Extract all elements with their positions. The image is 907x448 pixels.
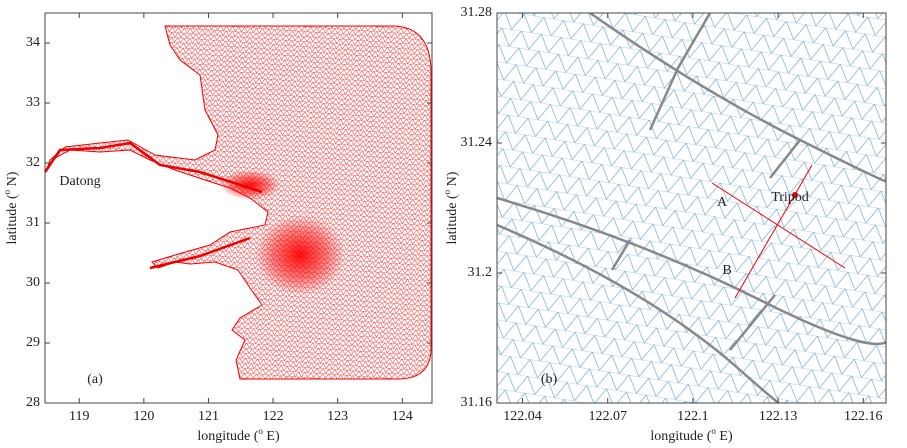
plot-frame bbox=[44, 12, 433, 404]
x-tick-label: 122.07 bbox=[588, 409, 627, 424]
annotation: A bbox=[717, 195, 728, 210]
x-tick-label: 124 bbox=[392, 409, 413, 424]
y-tick-label: 29 bbox=[26, 335, 40, 350]
y-tick-label: 31.28 bbox=[461, 5, 493, 20]
x-tick-label: 122.04 bbox=[503, 409, 542, 424]
x-tick-label: 120 bbox=[133, 409, 154, 424]
x-tick-label: 122.13 bbox=[759, 409, 798, 424]
axis-label-part: N) bbox=[5, 171, 20, 190]
axis-label-sup: o bbox=[711, 426, 716, 436]
axis-label-part: longitude ( bbox=[650, 429, 711, 444]
y-tick-label: 33 bbox=[26, 95, 40, 110]
plot-frame bbox=[496, 12, 887, 404]
axis-label-part: latitude ( bbox=[5, 194, 20, 244]
axis-label-part: E) bbox=[716, 429, 733, 444]
axis-label-part: longitude ( bbox=[197, 429, 258, 444]
y-tick-label: 34 bbox=[26, 35, 40, 50]
y-tick-label: 31 bbox=[26, 215, 40, 230]
mesh-a bbox=[43, 25, 432, 380]
x-tick-label: 123 bbox=[327, 409, 348, 424]
y-tick-label: 31.16 bbox=[461, 395, 493, 410]
axis-label-sup: o bbox=[2, 189, 12, 194]
annotation: Datong bbox=[59, 174, 100, 189]
axis-label-sup: o bbox=[258, 426, 263, 436]
x-tick-label: 119 bbox=[69, 409, 89, 424]
axis-label: latitude (o N) bbox=[2, 171, 20, 244]
axis-label-sup: o bbox=[442, 189, 452, 194]
y-tick-label: 31.2 bbox=[468, 265, 493, 280]
axis-label: longitude (o E) bbox=[197, 426, 280, 444]
annotation: (a) bbox=[87, 372, 103, 387]
y-tick-label: 32 bbox=[26, 155, 40, 170]
annotation: B bbox=[722, 263, 731, 278]
y-tick-label: 30 bbox=[26, 275, 40, 290]
axis-label-part: latitude ( bbox=[445, 194, 460, 244]
axis-label: latitude (o N) bbox=[442, 171, 460, 244]
annotation: Tripod bbox=[771, 190, 809, 205]
y-tick-label: 28 bbox=[26, 395, 40, 410]
axis-label-part: E) bbox=[263, 429, 280, 444]
axis-label: longitude (o E) bbox=[650, 426, 733, 444]
x-tick-label: 122 bbox=[263, 409, 284, 424]
y-tick-label: 31.24 bbox=[461, 135, 493, 150]
mesh-b bbox=[497, 13, 886, 403]
axis-label-part: N) bbox=[445, 171, 460, 190]
annotation: (b) bbox=[541, 372, 558, 387]
x-tick-label: 122.16 bbox=[844, 409, 883, 424]
x-tick-label: 122.1 bbox=[677, 409, 709, 424]
x-tick-label: 121 bbox=[198, 409, 219, 424]
